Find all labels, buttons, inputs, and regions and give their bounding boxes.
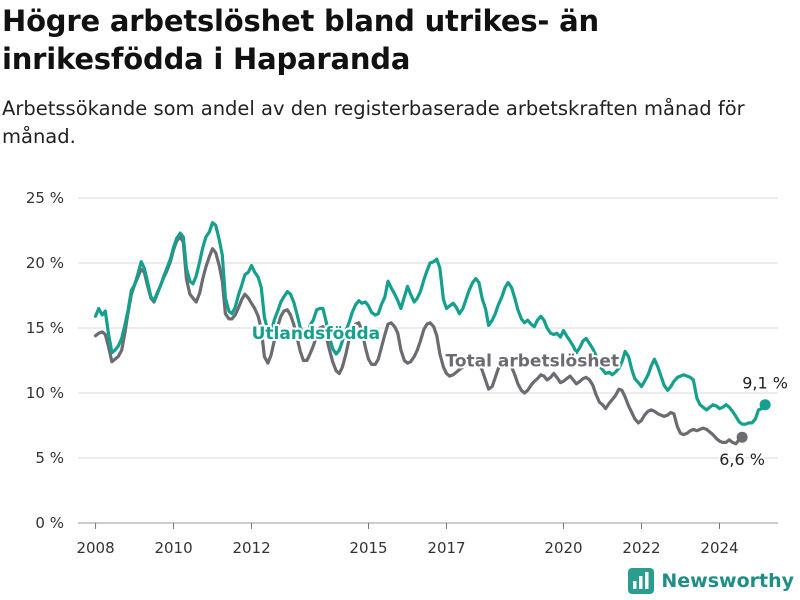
end-markers: 9,1 % 6,6 %	[718, 372, 790, 471]
chart-subtitle: Arbetssökande som andel av den registerb…	[2, 97, 745, 148]
y-axis-tick-labels: 0 % 5 % 10 % 15 % 20 % 25 %	[26, 189, 64, 532]
series-label-total: Total arbetslöshet	[446, 351, 620, 371]
x-axis: 2008 2010 2012 2015 2017 2020 2022 2024	[76, 522, 778, 557]
y-tick-label: 25 %	[26, 189, 64, 207]
series-lines	[93, 221, 767, 446]
y-tick-label: 10 %	[26, 384, 64, 402]
series-labels: Utlandsfödda Total arbetslöshet	[250, 322, 621, 373]
y-tick-label: 0 %	[35, 514, 64, 532]
y-tick-label: 15 %	[26, 319, 64, 337]
brand-name: Newsworthy	[661, 570, 794, 592]
x-tick-label: 2010	[154, 539, 192, 557]
series-line-utlandsfodda	[93, 221, 767, 426]
end-label-total: 6,6 %	[719, 450, 765, 469]
y-tick-label: 5 %	[35, 449, 64, 467]
x-tick-label: 2012	[232, 539, 270, 557]
chart-title: Högre arbetslöshet bland utrikes- än inr…	[2, 4, 599, 76]
series-line-total	[93, 235, 744, 446]
bar-chart-logo-icon	[628, 568, 655, 594]
x-tick-label: 2020	[544, 539, 582, 557]
x-tick-label: 2024	[700, 539, 738, 557]
newsworthy-brand: Newsworthy	[628, 568, 794, 594]
x-tick-label: 2017	[427, 539, 465, 557]
end-marker-total	[736, 431, 748, 443]
end-marker-utlandsfodda	[759, 399, 771, 411]
x-tick-label: 2015	[349, 539, 387, 557]
x-tick-label: 2022	[622, 539, 660, 557]
x-tick-label: 2008	[76, 539, 114, 557]
end-label-utlandsfodda: 9,1 %	[742, 374, 788, 393]
y-tick-label: 20 %	[26, 254, 64, 272]
series-label-utlandsfodda: Utlandsfödda	[252, 324, 381, 344]
